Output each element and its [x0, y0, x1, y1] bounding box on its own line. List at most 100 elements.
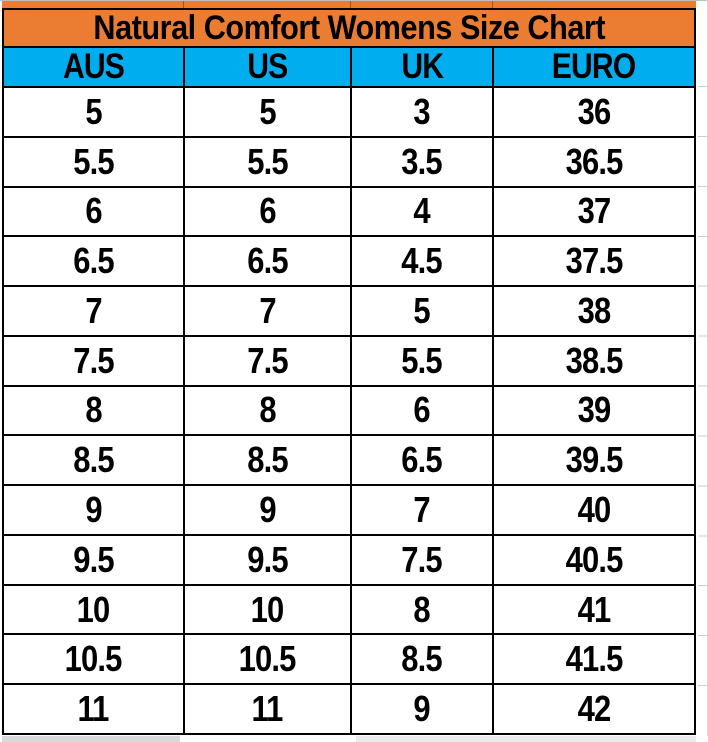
table-cell: 9: [4, 486, 183, 534]
table-cell: 6: [183, 187, 350, 236]
gridline: [350, 1, 351, 8]
table-row: 6.5 6.5 4.5 37.5: [4, 235, 694, 286]
column-header-us: US: [183, 48, 350, 86]
cell-value: 9: [259, 489, 276, 530]
cell-value: 11: [251, 688, 284, 730]
table-cell: 10.5: [4, 635, 183, 683]
cell-value: 5: [85, 90, 102, 132]
gridline: [492, 1, 493, 8]
cell-value: 9.5: [247, 538, 288, 580]
cell-value: 38.5: [565, 339, 624, 381]
table-cell: 10: [4, 586, 183, 634]
table-cell: 9.5: [4, 536, 183, 584]
right-faint-gridlines: [698, 86, 708, 735]
table-header-row: AUS US UK EURO: [4, 46, 694, 86]
table-cell: 37.5: [492, 237, 694, 286]
column-header-aus: AUS: [4, 48, 183, 86]
table-row: 5 5 3 36: [4, 86, 694, 136]
cell-value: 41.5: [565, 638, 624, 680]
table-row: 9.5 9.5 7.5 40.5: [4, 533, 694, 584]
table-cell: 5: [4, 88, 183, 136]
gridline: [183, 1, 184, 8]
partial-row-above: [2, 1, 696, 8]
table-cell: 42: [492, 685, 694, 733]
table-cell: 39.5: [492, 436, 694, 485]
table-cell: 7.5: [350, 535, 492, 584]
partial-cell-below: [356, 736, 696, 742]
cell-value: 7.5: [401, 538, 443, 580]
table-cell: 8: [4, 387, 183, 435]
cell-value: 5.5: [73, 140, 114, 182]
cell-value: 6: [413, 389, 431, 431]
partial-cell-below: [2, 736, 180, 742]
column-header-uk: UK: [350, 48, 492, 86]
table-title-bar: Natural Comfort Womens Size Chart: [4, 8, 694, 47]
table-cell: 3.5: [350, 137, 492, 186]
table-row: 8.5 8.5 6.5 39.5: [4, 434, 694, 485]
cell-value: 10.5: [65, 638, 123, 680]
table-row: 7 7 5 38: [4, 285, 694, 335]
table-body: 5 5 3 36 5.5 5.5 3.5 36.5 6 6 4 37 6.5 6.5 4.5 37.5 7 7 5 3…: [4, 86, 694, 733]
cell-value: 10: [251, 588, 285, 630]
cell-value: 6.5: [247, 240, 288, 282]
cell-value: 42: [577, 688, 612, 730]
table-row: 8 8 6 39: [4, 384, 694, 435]
table-cell: 7: [183, 287, 350, 335]
cell-value: 40: [577, 489, 612, 530]
cell-value: 38: [577, 289, 612, 331]
cell-value: 7: [413, 489, 431, 530]
table-cell: 5.5: [350, 336, 492, 385]
table-cell: 39: [492, 386, 694, 435]
column-header-euro: EURO: [492, 48, 694, 86]
cell-value: 4.5: [401, 240, 443, 282]
column-header-label: UK: [401, 48, 444, 86]
cell-value: 8: [413, 588, 431, 630]
cell-value: 6: [259, 190, 276, 232]
table-cell: 7.5: [183, 336, 350, 385]
cell-value: 7.5: [247, 339, 288, 381]
table-cell: 8: [183, 386, 350, 435]
table-cell: 38: [492, 287, 694, 335]
table-cell: 8: [350, 585, 492, 634]
table-cell: 40.5: [492, 535, 694, 584]
table-cell: 38.5: [492, 336, 694, 385]
table-row: 7.5 7.5 5.5 38.5: [4, 334, 694, 385]
cell-value: 5.5: [247, 140, 288, 182]
cell-value: 37: [577, 190, 612, 232]
cell-value: 36: [577, 90, 612, 132]
column-header-label: AUS: [63, 48, 125, 86]
cell-value: 39.5: [565, 439, 624, 481]
table-cell: 9: [183, 486, 350, 534]
table-cell: 5.5: [183, 137, 350, 186]
table-cell: 10: [183, 585, 350, 634]
cell-value: 8: [85, 389, 102, 431]
table-row: 11 11 9 42: [4, 683, 694, 733]
table-cell: 4: [350, 187, 492, 236]
cell-value: 6.5: [73, 240, 114, 282]
table-cell: 8.5: [183, 436, 350, 485]
cell-value: 4: [413, 190, 431, 232]
cell-value: 40.5: [565, 538, 624, 580]
cell-value: 8: [259, 389, 276, 431]
table-cell: 5: [350, 287, 492, 335]
size-chart-table: Natural Comfort Womens Size Chart AUS US…: [2, 8, 696, 735]
table-cell: 6: [350, 386, 492, 435]
cell-value: 8.5: [73, 439, 114, 481]
table-cell: 4.5: [350, 237, 492, 286]
table-row: 10 10 8 41: [4, 583, 694, 634]
cell-value: 7.5: [73, 339, 114, 381]
table-cell: 3: [350, 88, 492, 136]
table-cell: 7.5: [4, 337, 183, 385]
column-header-label: EURO: [552, 48, 636, 86]
cell-value: 9.5: [73, 538, 114, 580]
cell-value: 9: [85, 489, 102, 530]
table-cell: 9.5: [183, 535, 350, 584]
table-cell: 41: [492, 585, 694, 634]
table-cell: 9: [350, 685, 492, 733]
table-row: 10.5 10.5 8.5 41.5: [4, 633, 694, 684]
column-header-label: US: [247, 48, 288, 86]
page-title: Natural Comfort Womens Size Chart: [93, 8, 605, 47]
cell-value: 37.5: [565, 240, 624, 282]
cell-value: 7: [85, 289, 102, 331]
cell-value: 8.5: [247, 439, 288, 481]
